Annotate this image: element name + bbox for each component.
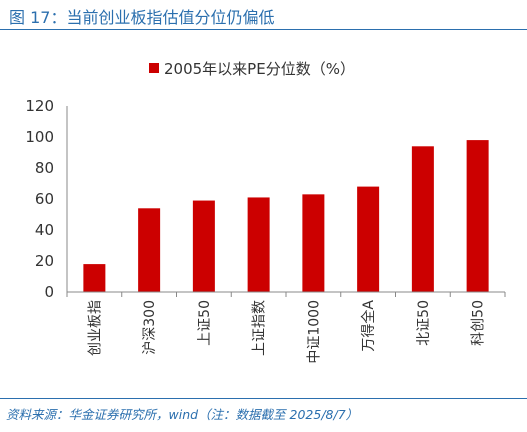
footer-divider <box>0 398 527 399</box>
y-tick-label: 60 <box>35 190 54 208</box>
x-tick-label: 上证50 <box>197 300 213 346</box>
x-axis-labels: 创业板指 沪深300 上证50 上证指数 中证1000 万得全A 北证50 科创50 <box>87 300 486 364</box>
bar-4 <box>247 197 270 292</box>
x-tick-label: 北证50 <box>416 300 432 346</box>
x-tick-label: 中证1000 <box>306 300 322 364</box>
x-tick-label: 创业板指 <box>87 300 103 356</box>
figure-header: 图 17：当前创业板指估值分位仍偏低 <box>0 0 527 30</box>
y-tick-label: 0 <box>44 283 54 301</box>
figure-title: 图 17：当前创业板指估值分位仍偏低 <box>9 8 275 27</box>
bar-8 <box>466 140 489 292</box>
bars <box>83 140 489 292</box>
legend-label: 2005年以来PE分位数（%） <box>164 60 355 78</box>
bar-6 <box>357 186 380 292</box>
legend-swatch <box>149 63 159 73</box>
bar-3 <box>192 200 215 292</box>
x-tick-label: 科创50 <box>471 300 487 346</box>
y-tick-label: 40 <box>35 221 54 239</box>
bar-1 <box>83 264 106 292</box>
y-axis-ticks: 0 20 40 60 80 100 120 <box>25 97 54 301</box>
x-axis-tick-marks <box>66 292 506 297</box>
header-divider <box>0 29 527 30</box>
bar-2 <box>138 208 161 292</box>
y-tick-label: 100 <box>25 128 54 146</box>
x-tick-label: 沪深300 <box>142 300 158 355</box>
bar-5 <box>302 194 325 292</box>
source-note: 资料来源：华金证券研究所，wind（注：数据截至 2025/8/7） <box>6 407 359 422</box>
y-tick-label: 120 <box>25 97 54 115</box>
chart-legend: 2005年以来PE分位数（%） <box>149 60 355 78</box>
y-tick-label: 80 <box>35 159 54 177</box>
x-tick-label: 上证指数 <box>252 300 268 356</box>
y-tick-label: 20 <box>35 252 54 270</box>
bar-chart: 2005年以来PE分位数（%） 0 20 40 60 80 100 120 创业板指 沪深30… <box>25 60 506 364</box>
bar-7 <box>411 146 434 292</box>
x-tick-label: 万得全A <box>360 300 377 352</box>
